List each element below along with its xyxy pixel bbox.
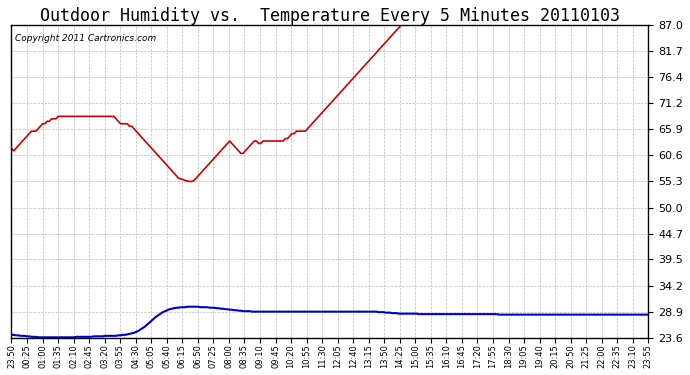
Text: Copyright 2011 Cartronics.com: Copyright 2011 Cartronics.com (14, 34, 156, 44)
Title: Outdoor Humidity vs.  Temperature Every 5 Minutes 20110103: Outdoor Humidity vs. Temperature Every 5… (40, 7, 620, 25)
